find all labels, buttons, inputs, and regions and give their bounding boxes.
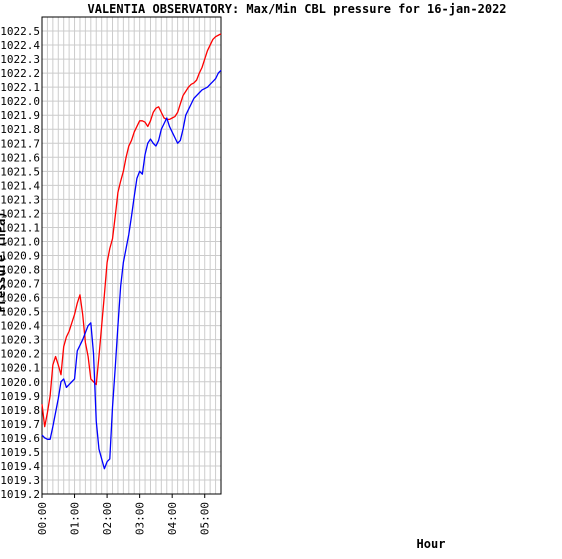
x-tick-label: 05:00 (199, 502, 212, 535)
y-tick-label: 1020.1 (0, 362, 40, 375)
x-axis-title: Hour (417, 537, 446, 551)
y-tick-label: 1020.6 (0, 292, 40, 305)
y-tick-label: 1019.5 (0, 446, 40, 459)
y-tick-label: 1021.8 (0, 123, 40, 136)
y-tick-label: 1020.5 (0, 306, 40, 319)
y-tick-label: 1019.6 (0, 432, 40, 445)
y-tick-label: 1021.7 (0, 137, 40, 150)
y-tick-label: 1019.3 (0, 474, 40, 487)
x-tick-label: 00:00 (36, 502, 49, 535)
y-tick-label: 1022.0 (0, 95, 40, 108)
y-tick-label: 1021.4 (0, 179, 40, 192)
y-tick-label: 1020.0 (0, 376, 40, 389)
y-tick-label: 1019.7 (0, 418, 40, 431)
y-tick-label: 1019.8 (0, 404, 40, 417)
y-tick-label: 1021.5 (0, 165, 40, 178)
y-tick-label: 1021.2 (0, 207, 40, 220)
x-axis: 00:00 01:00 02:00 03:00 04:00 05:00 (36, 494, 212, 535)
y-tick-label: 1020.4 (0, 320, 40, 333)
x-tick-label: 04:00 (166, 502, 179, 535)
y-tick-label: 1022.4 (0, 39, 40, 52)
plot-frame (41, 16, 222, 495)
y-tick-label: 1021.0 (0, 235, 40, 248)
y-tick-label: 1021.6 (0, 151, 40, 164)
y-axis: 1019.21019.31019.41019.51019.61019.71019… (0, 25, 40, 501)
y-tick-label: 1020.2 (0, 348, 40, 361)
y-tick-label: 1021.9 (0, 109, 40, 122)
y-tick-label: 1021.3 (0, 193, 40, 206)
x-tick-label: 01:00 (69, 502, 82, 535)
y-tick-label: 1022.5 (0, 25, 40, 38)
x-tick-label: 02:00 (101, 502, 114, 535)
series-layer (41, 33, 222, 470)
y-tick-label: 1019.4 (0, 460, 40, 473)
chart-title: VALENTIA OBSERVATORY: Max/Min CBL pressu… (87, 2, 506, 16)
y-tick-label: 1021.1 (0, 221, 40, 234)
y-tick-label: 1020.9 (0, 250, 40, 263)
y-tick-label: 1019.9 (0, 390, 40, 403)
y-tick-label: 1019.2 (0, 488, 40, 501)
grid (42, 17, 221, 495)
y-tick-label: 1020.8 (0, 264, 40, 277)
y-tick-label: 1022.3 (0, 53, 40, 66)
series-line-min (41, 69, 222, 470)
series-line-max (41, 33, 222, 428)
y-tick-label: 1022.2 (0, 67, 40, 80)
y-tick-label: 1022.1 (0, 81, 40, 94)
y-axis-title: Pressure (hPa) (0, 211, 8, 312)
y-tick-label: 1020.7 (0, 278, 40, 291)
y-tick-label: 1020.3 (0, 334, 40, 347)
x-tick-label: 03:00 (134, 502, 147, 535)
